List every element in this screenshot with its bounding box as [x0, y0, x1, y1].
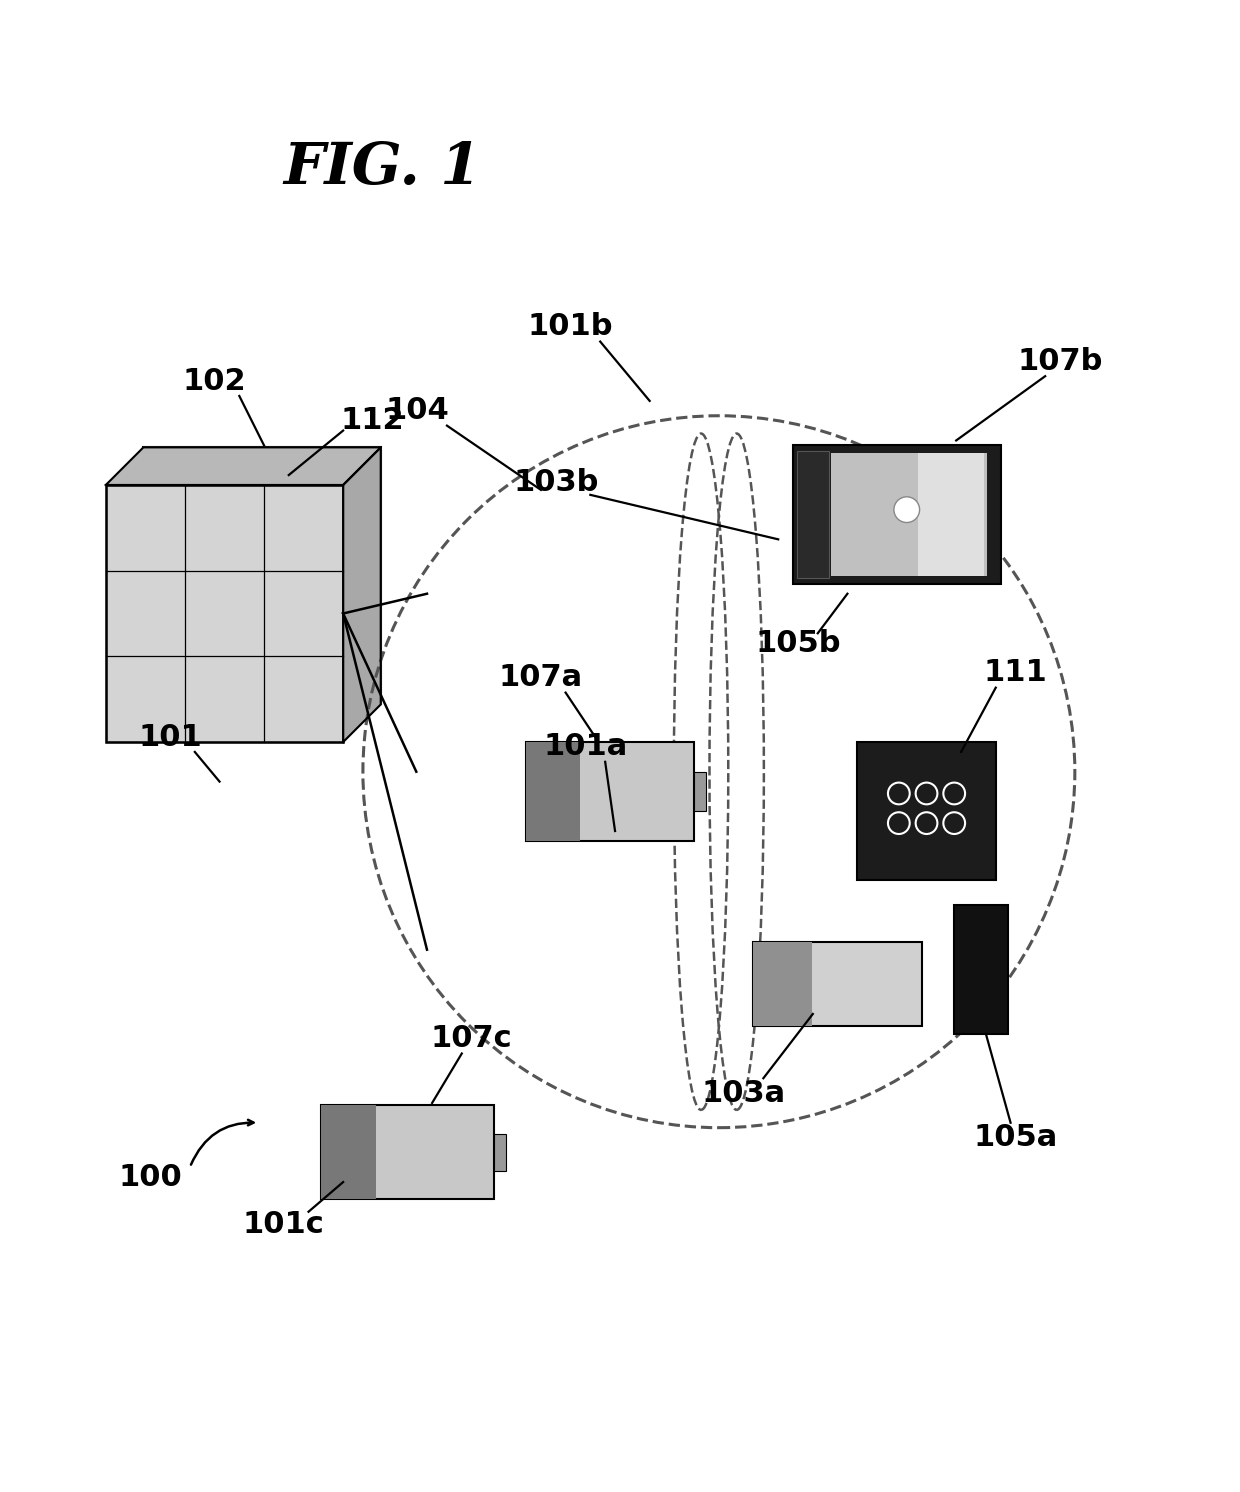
Text: 111: 111	[983, 658, 1048, 688]
Text: 107b: 107b	[1017, 346, 1102, 376]
Text: 103a: 103a	[702, 1079, 786, 1107]
Bar	[831, 454, 987, 576]
Bar	[954, 906, 1008, 1034]
Text: FIG. 1: FIG. 1	[284, 140, 481, 197]
Bar	[797, 452, 828, 577]
Bar	[694, 771, 706, 812]
Bar	[526, 742, 580, 841]
Bar	[857, 742, 996, 880]
Bar	[105, 485, 343, 742]
Bar	[321, 1106, 376, 1200]
Text: 101c: 101c	[243, 1210, 325, 1238]
Polygon shape	[105, 448, 381, 485]
Bar	[754, 943, 921, 1026]
Bar	[526, 742, 694, 841]
Text: 107c: 107c	[430, 1024, 512, 1053]
Text: 101: 101	[138, 722, 202, 752]
Text: 105b: 105b	[755, 628, 841, 658]
Text: 105a: 105a	[973, 1123, 1058, 1152]
Text: 102: 102	[182, 367, 247, 395]
Bar	[754, 943, 812, 1026]
Circle shape	[894, 497, 920, 522]
Text: 100: 100	[119, 1162, 182, 1192]
Text: 112: 112	[341, 406, 404, 436]
Bar	[494, 1134, 506, 1171]
Text: 107a: 107a	[498, 664, 583, 692]
Text: 101a: 101a	[543, 733, 627, 761]
Bar	[918, 454, 985, 576]
Bar	[321, 1106, 494, 1200]
Text: 103b: 103b	[513, 468, 599, 497]
Text: 101b: 101b	[528, 312, 614, 342]
Bar	[144, 448, 381, 704]
Bar	[794, 446, 1001, 583]
Text: 104: 104	[386, 397, 449, 425]
Polygon shape	[343, 448, 381, 742]
